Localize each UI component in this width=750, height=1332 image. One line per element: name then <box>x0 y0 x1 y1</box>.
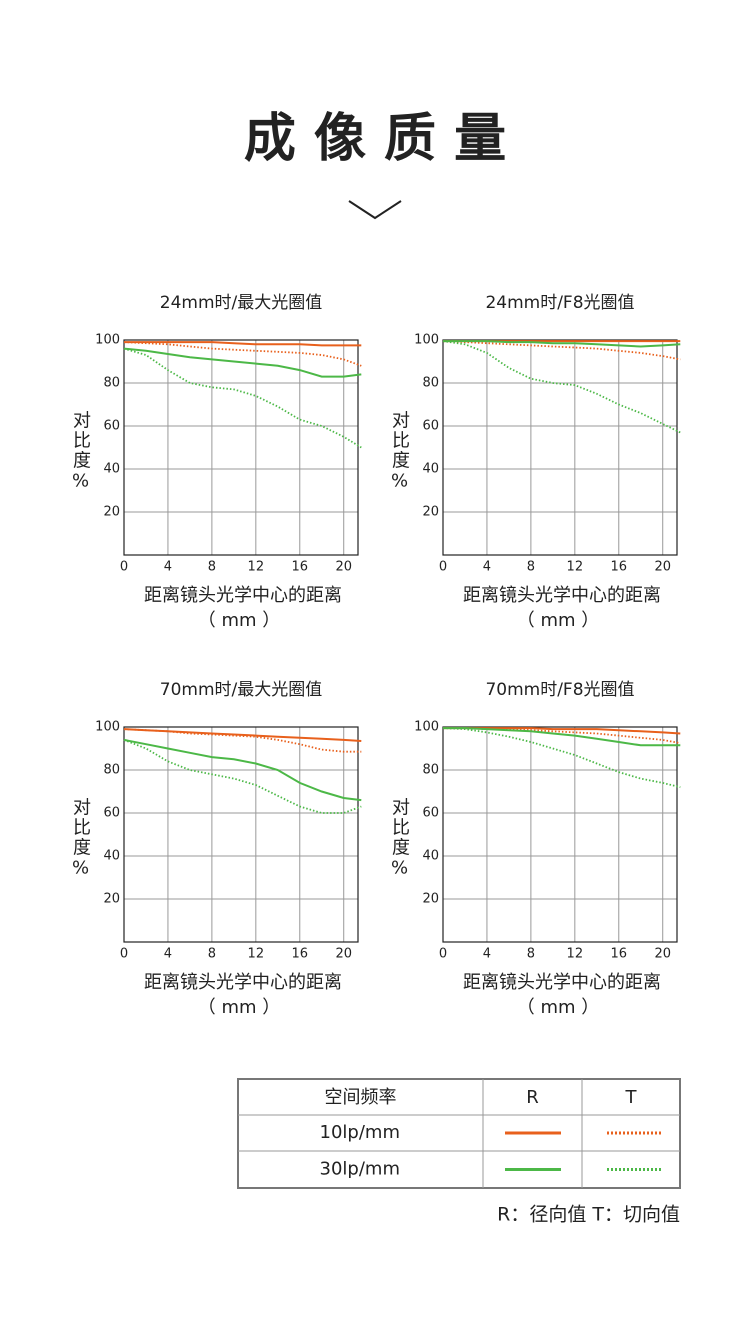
x-axis-label: 距离镜头光学中心的距离 <box>463 585 661 606</box>
chart-title: 70mm时/最大光圈值 <box>160 680 322 700</box>
x-tick-label: 16 <box>292 560 309 575</box>
y-tick-label: 20 <box>422 892 439 907</box>
table-header: R <box>526 1087 539 1108</box>
x-tick-label: 0 <box>120 560 128 575</box>
y-tick-label: 100 <box>95 720 120 735</box>
y-tick-label: 80 <box>422 376 439 391</box>
y-tick-label: 60 <box>103 419 120 434</box>
y-tick-label: 40 <box>103 849 120 864</box>
plot-frame <box>123 726 359 943</box>
x-tick-label: 12 <box>567 560 584 575</box>
table-header: 空间频率 <box>325 1087 397 1108</box>
y-axis-label: 对比度% <box>70 797 91 880</box>
y-axis-label: 对比度% <box>70 410 91 493</box>
y-axis-label: 对比度% <box>389 797 410 880</box>
y-tick-label: 80 <box>422 763 439 778</box>
x-axis-label: 距离镜头光学中心的距离 <box>463 972 661 993</box>
x-tick-label: 16 <box>611 560 628 575</box>
mtf-line <box>442 727 681 789</box>
y-tick-label: 80 <box>103 376 120 391</box>
x-tick-label: 0 <box>120 947 128 962</box>
x-axis-label: 距离镜头光学中心的距离 <box>144 972 342 993</box>
x-tick-label: 4 <box>483 560 491 575</box>
chevron <box>348 200 402 220</box>
table-row-label: 30lp/mm <box>320 1159 400 1180</box>
plot-frame <box>442 339 678 556</box>
x-tick-label: 12 <box>567 947 584 962</box>
x-tick-label: 4 <box>483 947 491 962</box>
x-tick-label: 12 <box>248 560 265 575</box>
x-tick-label: 4 <box>164 947 172 962</box>
y-tick-label: 60 <box>422 419 439 434</box>
x-tick-label: 20 <box>654 560 671 575</box>
x-axis-unit: （ mm ） <box>517 610 600 631</box>
table-row-label: 10lp/mm <box>320 1122 400 1143</box>
y-tick-label: 60 <box>422 806 439 821</box>
mtf-line <box>124 341 362 347</box>
x-axis-label: 距离镜头光学中心的距离 <box>144 585 342 606</box>
y-tick-label: 40 <box>422 462 439 477</box>
y-tick-label: 40 <box>422 849 439 864</box>
plot-frame <box>442 726 678 943</box>
chart-title: 24mm时/F8光圈值 <box>485 293 634 313</box>
y-tick-label: 20 <box>103 505 120 520</box>
mtf-line <box>443 340 681 348</box>
x-tick-label: 12 <box>248 947 265 962</box>
plot-frame <box>123 339 359 556</box>
y-tick-label: 60 <box>103 806 120 821</box>
x-tick-label: 8 <box>527 560 535 575</box>
page-title: 成 像 质 量 <box>244 109 506 169</box>
y-axis-label: 对比度% <box>389 410 410 493</box>
x-tick-label: 16 <box>292 947 309 962</box>
chart-title: 70mm时/F8光圈值 <box>485 680 634 700</box>
y-tick-label: 80 <box>103 763 120 778</box>
mtf-line <box>123 728 362 753</box>
x-tick-label: 0 <box>439 947 447 962</box>
x-axis-unit: （ mm ） <box>198 997 281 1018</box>
mtf-line <box>443 727 681 747</box>
x-tick-label: 8 <box>208 947 216 962</box>
x-tick-label: 8 <box>527 947 535 962</box>
y-tick-label: 40 <box>103 462 120 477</box>
x-tick-label: 20 <box>335 947 352 962</box>
x-tick-label: 0 <box>439 560 447 575</box>
mtf-line <box>123 728 362 742</box>
y-tick-label: 20 <box>422 505 439 520</box>
note: R：径向值 T：切向值 <box>497 1204 680 1226</box>
table-header: T <box>625 1087 638 1108</box>
y-tick-label: 100 <box>414 333 439 348</box>
mtf-line <box>442 340 681 434</box>
x-tick-label: 20 <box>335 560 352 575</box>
x-tick-label: 16 <box>611 947 628 962</box>
y-tick-label: 100 <box>414 720 439 735</box>
mtf-line <box>123 347 362 449</box>
x-axis-unit: （ mm ） <box>198 610 281 631</box>
x-tick-label: 8 <box>208 560 216 575</box>
y-tick-label: 100 <box>95 333 120 348</box>
chart-title: 24mm时/最大光圈值 <box>160 293 322 313</box>
mtf-line <box>123 347 362 378</box>
y-tick-label: 20 <box>103 892 120 907</box>
x-tick-label: 4 <box>164 560 172 575</box>
legend-table <box>237 1078 681 1189</box>
mtf-line <box>123 738 362 802</box>
x-tick-label: 20 <box>654 947 671 962</box>
x-axis-unit: （ mm ） <box>517 997 600 1018</box>
